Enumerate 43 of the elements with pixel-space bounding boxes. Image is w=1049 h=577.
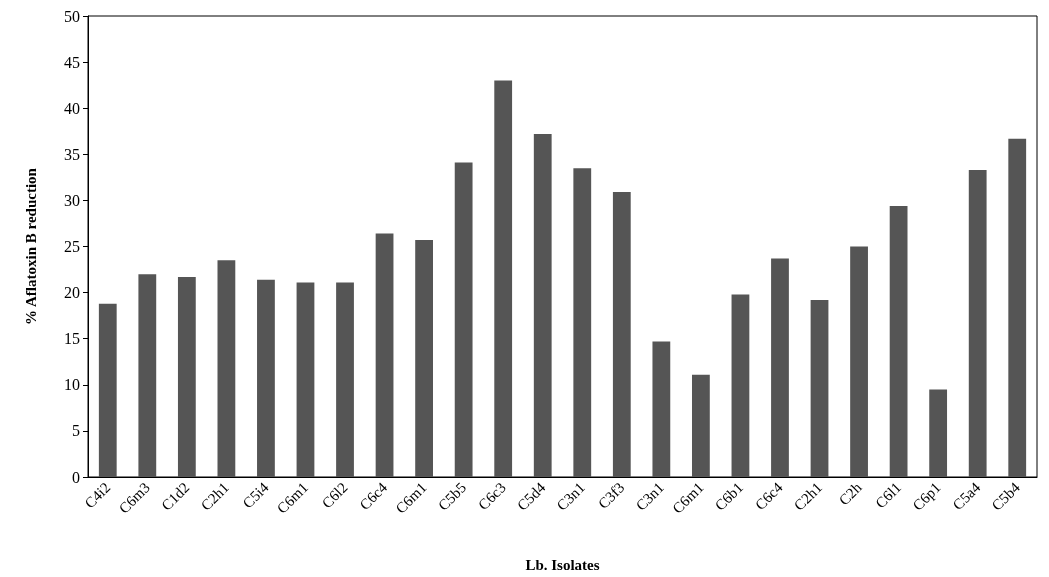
x-tick-label: C5i4 [239, 478, 272, 512]
bar [731, 294, 750, 477]
bar [533, 134, 552, 477]
y-tick-label: 50 [64, 7, 80, 25]
x-tick-label: C4i2 [81, 479, 114, 512]
bar [810, 299, 829, 477]
bar [771, 258, 789, 477]
bar [692, 374, 710, 477]
y-tick-label: 5 [72, 422, 80, 440]
x-tick-label: C6l2 [318, 479, 351, 512]
bar [1008, 138, 1027, 477]
bar [889, 205, 908, 477]
bar [573, 168, 592, 477]
x-axis-title: Lb. Isolates [525, 556, 600, 573]
bar [612, 192, 631, 477]
y-tick-label: 25 [64, 238, 80, 255]
bar [177, 276, 196, 477]
y-tick-label: 0 [72, 468, 80, 486]
y-tick-label: 35 [64, 145, 80, 163]
y-tick-label: 20 [64, 284, 80, 302]
bar [850, 246, 868, 477]
bar [98, 303, 117, 477]
bar [296, 282, 315, 477]
y-tick-label: 45 [64, 53, 80, 71]
bar [652, 341, 671, 477]
bar [375, 233, 394, 477]
y-tick-label: 15 [64, 330, 80, 348]
y-tick-label: 10 [64, 376, 80, 394]
x-tick-label: C3f3 [594, 479, 628, 512]
bar [494, 80, 513, 477]
x-tick-label: C2h [835, 478, 866, 509]
y-axis-title: % Aflatoxin B reduction [22, 167, 39, 325]
bar [138, 274, 157, 477]
bar [257, 279, 275, 477]
y-tick-label: 30 [64, 191, 80, 209]
x-tick-label: C6l1 [872, 479, 905, 512]
bar [217, 260, 236, 477]
y-tick-label: 40 [64, 99, 80, 117]
bar [968, 169, 987, 477]
bar [336, 282, 354, 477]
bar [415, 240, 433, 477]
bar [929, 389, 948, 477]
bar [454, 162, 473, 477]
